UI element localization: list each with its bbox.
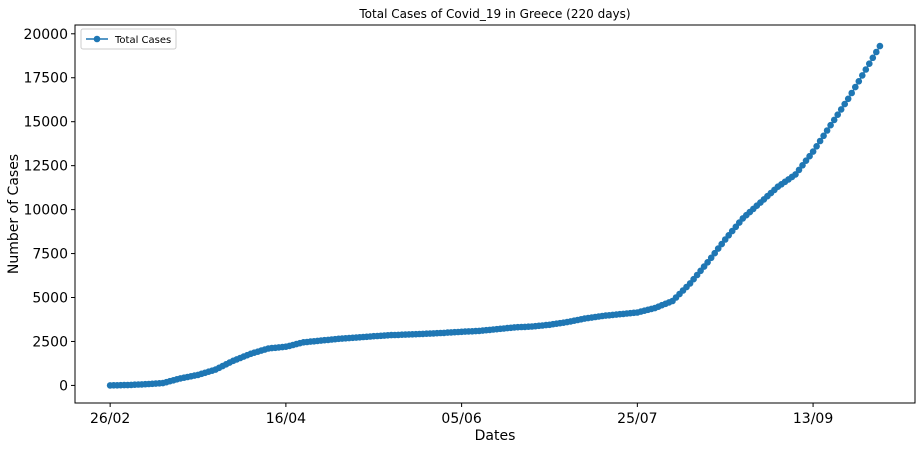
data-point [859,72,866,79]
y-tick-label: 10000 [23,203,68,219]
series-line-total-cases [110,46,880,385]
legend-marker [94,36,101,43]
data-point [848,90,855,97]
data-point [845,96,852,103]
y-axis-label: Number of Cases [6,154,22,274]
x-tick-label: 05/06 [441,411,481,427]
data-point [856,78,863,85]
x-tick-label: 25/07 [617,411,657,427]
y-tick-label: 2500 [32,334,68,350]
data-point [873,49,880,56]
data-point [866,60,873,67]
y-tick-label: 15000 [23,115,68,131]
y-tick-label: 17500 [23,71,68,87]
y-tick-label: 12500 [23,159,68,175]
x-axis-label: Dates [475,428,516,444]
data-point [852,84,859,91]
chart-title: Total Cases of Covid_19 in Greece (220 d… [358,7,630,21]
x-tick-label: 13/09 [793,411,833,427]
x-tick-label: 16/04 [266,411,306,427]
data-point [863,66,870,73]
y-tick-label: 0 [59,378,68,394]
plot-frame [75,25,915,403]
data-point [877,43,884,50]
data-point [870,55,877,62]
legend-label: Total Cases [114,35,171,46]
x-tick-label: 26/02 [90,411,130,427]
y-tick-label: 5000 [32,291,68,307]
y-tick-label: 7500 [32,247,68,263]
y-tick-label: 20000 [23,27,68,43]
